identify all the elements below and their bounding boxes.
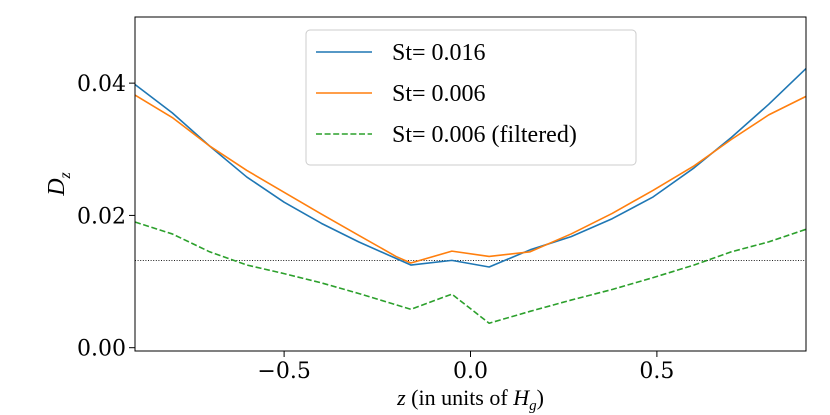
- x-tick-label: −0.5: [257, 359, 310, 384]
- series-line-3: [134, 221, 807, 325]
- y-axis-label: Dz: [44, 171, 74, 196]
- series-line-2: [134, 94, 807, 264]
- series-line-1: [134, 68, 807, 268]
- x-tick-label: 0.0: [453, 359, 488, 384]
- legend-label-3: St= 0.006 (filtered): [392, 122, 577, 148]
- x-tick-label: 0.5: [639, 359, 674, 384]
- y-tick-label: 0.00: [77, 337, 126, 362]
- legend-box: [305, 29, 637, 166]
- x-axis-label: z (in units of Hg): [396, 385, 544, 414]
- y-tick-label: 0.04: [77, 72, 126, 97]
- legend-label-1: St= 0.016: [392, 40, 486, 66]
- y-tick-label: 0.02: [77, 204, 126, 229]
- legend-label-2: St= 0.006: [392, 81, 486, 107]
